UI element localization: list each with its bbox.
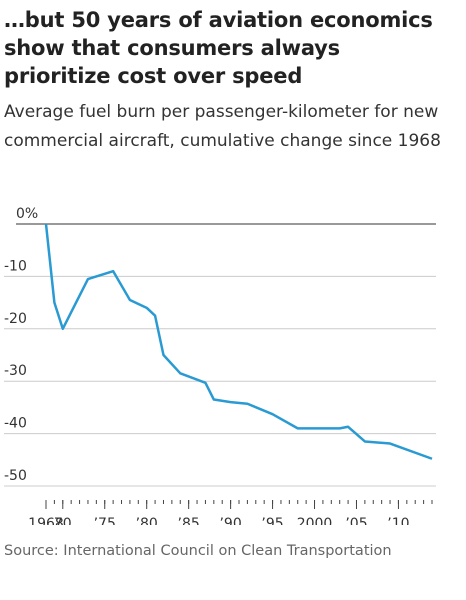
y-tick-label: -40	[4, 416, 27, 432]
x-tick-label: ’95	[261, 516, 283, 525]
y-tick-label: 0%	[16, 206, 38, 222]
x-tick-label: 2000	[297, 516, 333, 525]
data-line	[44, 223, 433, 460]
x-tick-label: 70	[54, 516, 72, 525]
chart-subtitle: Average fuel burn per passenger-kilomete…	[4, 102, 441, 151]
x-tick-label: ’75	[94, 516, 116, 525]
x-tick-label: ’90	[219, 516, 241, 525]
x-tick-label: ’85	[178, 516, 200, 525]
y-tick-label: -10	[4, 258, 27, 274]
x-tick-label: ’80	[136, 516, 158, 525]
chart-title: …but 50 years of aviation economics show…	[4, 8, 433, 88]
x-tick-label: ’05	[345, 516, 367, 525]
y-tick-label: -30	[4, 363, 27, 379]
x-tick-label: 1968	[28, 516, 64, 525]
source-note: Source: International Council on Clean T…	[4, 543, 392, 559]
y-tick-label: -50	[4, 468, 27, 484]
y-tick-label: -20	[4, 311, 27, 327]
x-tick-label: ’10	[387, 516, 409, 525]
